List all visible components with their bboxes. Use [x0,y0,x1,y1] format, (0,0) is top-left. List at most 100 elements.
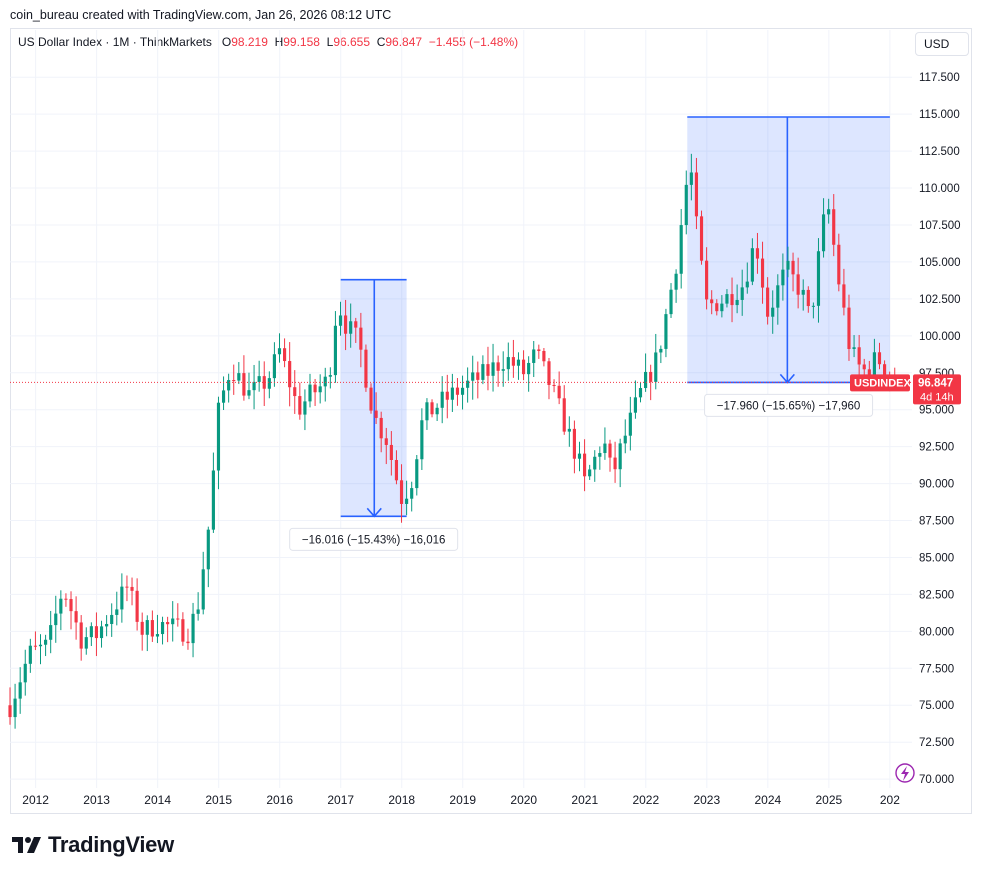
candle [710,290,714,315]
candle-body [552,384,556,386]
candle [694,157,699,230]
candle-body [628,412,632,436]
candle [150,610,154,642]
tradingview-logo[interactable]: TradingView [12,832,174,858]
lightning-icon[interactable] [895,763,915,783]
candle-body [8,705,12,718]
candle [450,373,454,412]
candle [23,649,27,696]
candle-body [405,498,409,504]
candle [13,683,17,729]
candle [344,299,348,351]
candle-body [79,622,83,649]
candle [649,364,653,401]
candle [623,419,627,454]
candle [232,364,236,395]
time-tick-label: 2019 [449,793,476,807]
candle-body [699,216,704,261]
candle [369,383,373,414]
candle-body [191,613,195,644]
candle-body [588,469,592,477]
candle [399,464,404,523]
currency-selector[interactable]: USD [915,32,969,56]
candle [760,241,765,304]
candle [857,334,861,378]
candle-body [842,284,846,308]
candle-body [18,682,22,699]
candle [69,591,73,630]
candle [654,333,658,390]
candle-body [277,348,282,355]
candle-body [54,613,58,626]
symbol-legend: US Dollar Index · 1M · ThinkMarkets O98.… [18,35,518,49]
candle [166,616,170,643]
candle [796,257,800,309]
candle-body [13,698,17,718]
candle-body [491,362,495,376]
price-tick-label: 82.500 [919,589,954,601]
candle [110,603,114,637]
candle-body [303,401,307,415]
price-tick-label: 117.500 [919,72,960,84]
candle [791,252,795,292]
candle-body [735,299,739,306]
candle [201,551,205,615]
candle-body [313,384,317,393]
candle-body [720,303,724,312]
time-tick-label: 2016 [266,793,293,807]
measure-label-1: −16.016 (−15.43%) −16,016 [289,527,459,551]
candle-body [776,285,780,308]
chart-attribution: coin_bureau created with TradingView.com… [10,8,392,22]
candle [257,360,261,392]
candle [852,335,856,358]
candle [211,452,215,533]
price-tick-label: 77.500 [919,663,954,675]
candle [272,342,276,387]
symbol-name[interactable]: US Dollar Index · 1M · ThinkMarkets [18,35,212,49]
candle [679,208,683,289]
candle-body [766,287,770,317]
candle [837,233,841,292]
candle-body [862,364,866,370]
candle [669,283,673,318]
candle [333,311,337,383]
candle-body [369,387,373,411]
low-value: 96.655 [333,35,371,49]
time-tick-label: 2015 [205,793,232,807]
candle [811,302,815,319]
candle-body [49,625,53,640]
candle-body [496,362,500,371]
candle [781,253,785,301]
candle-body [160,622,165,635]
candle-body [837,244,841,285]
time-tick-label: 202 [880,793,900,807]
candle [735,284,739,314]
candle [125,575,129,602]
candle-body [206,529,210,570]
candle-body [33,645,37,647]
candle [501,351,505,387]
measure-range-2 [687,117,890,383]
candle [583,439,587,492]
candle-body [328,375,332,377]
candle-body [379,417,383,439]
candle-body [435,407,439,415]
candle [832,194,836,257]
candle-body [293,387,297,397]
candle [613,441,617,483]
candle-body [288,361,292,388]
candle-body [827,209,831,215]
candle-body [201,569,205,610]
candle-body [669,289,673,315]
candle [318,374,322,404]
candle [842,268,846,316]
candle-body [267,378,271,389]
candle [445,374,449,419]
candle-body [872,352,876,376]
candle-body [399,480,404,504]
candle-body [105,623,109,627]
candle-body [257,376,261,382]
candle-body [638,388,643,398]
candle-body [740,287,744,300]
